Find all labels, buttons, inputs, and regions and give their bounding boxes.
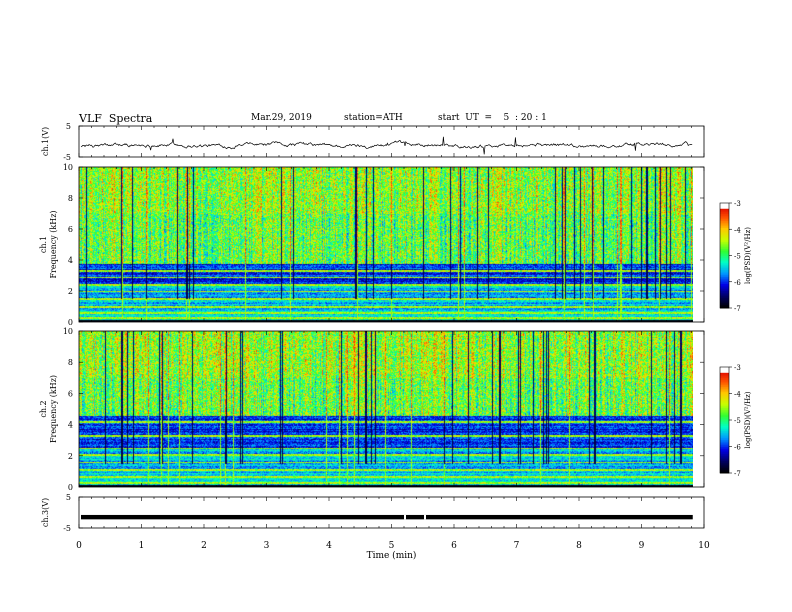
ch1-spectrogram-colorbar-tick: -4	[734, 226, 741, 234]
ch2-spectrogram-ylabel-channel: ch.2	[39, 400, 48, 417]
ch1-waveform-trace	[80, 136, 693, 155]
ch2-spectrogram-colorbar-tick: -7	[734, 470, 741, 478]
ch3-waveform-panel: 5 -5 ch.3(V)	[41, 493, 705, 533]
ch1-spectrogram-ylabel-freq: Frequency (kHz)	[49, 210, 58, 278]
ch1-spectrogram-image	[79, 167, 693, 322]
ch1-spectrogram-ytick: 6	[68, 225, 73, 234]
ch2-spectrogram-ylabel-freq: Frequency (kHz)	[49, 375, 58, 443]
ch2-spectrogram-image	[79, 331, 693, 487]
ch2-spectrogram-colorbar-label: log(PSD)(V²/Hz)	[744, 391, 752, 448]
ch2-spectrogram-colorbar-tick: -6	[734, 444, 741, 452]
ch2-spectrogram-ytick: 6	[68, 389, 73, 398]
ch1-spectrogram-colorbar-tick: -5	[734, 253, 741, 261]
x-tick-label: 10	[698, 541, 710, 551]
ch1-spectrogram-ylabel-channel: ch.1	[39, 236, 48, 253]
x-tick-label: 6	[451, 541, 457, 551]
x-tick-label: 4	[326, 541, 332, 551]
x-tick-label: 1	[139, 541, 145, 551]
ch1-waveform-ylabel: ch.1(V)	[41, 127, 50, 156]
x-tick-label: 3	[264, 541, 270, 551]
ch3-waveform-tick-top: 5	[66, 493, 71, 502]
ch2-spectrogram-ytick: 2	[68, 452, 73, 461]
ch2-spectrogram-ytick: 4	[68, 421, 73, 430]
ch2-spectrogram-ytick: 10	[63, 327, 73, 336]
ch1-waveform-tick-top: 5	[66, 122, 71, 131]
header-start-time: start UT = 5 : 20 : 1	[438, 113, 547, 123]
ch2-spectrogram-colorbar-tick: -5	[734, 417, 741, 425]
ch2-spectrogram-colorbar-tick: -4	[734, 391, 741, 399]
ch1-spectrogram-ytick: 10	[63, 163, 73, 172]
ch2-spectrogram-colorbar-tick: -3	[734, 364, 741, 372]
ch1-spectrogram-colorbar-label: log(PSD)(V²/Hz)	[744, 227, 752, 284]
ch1-spectrogram-colorbar-tick: -6	[734, 279, 741, 287]
ch1-waveform-tick-bottom: -5	[63, 153, 71, 162]
ch1-spectrogram-colorbar-tick: -7	[734, 305, 741, 313]
x-tick-label: 9	[639, 541, 645, 551]
time-axis: 0 1 2 3 4 5 6 7 8 9 10 Time (min)	[76, 541, 710, 561]
ch1-waveform-panel: 5 -5 ch.1(V)	[41, 122, 705, 162]
ch1-colorbar: -3 -4 -5 -6 -7 log(PSD)(V²/Hz)	[719, 200, 752, 313]
ch3-waveform-frame	[78, 496, 705, 529]
x-tick-label: 0	[76, 541, 82, 551]
ch2-spectrogram-panel: 0 2 4 6 8 10 ch.2 Frequency (kHz)	[39, 327, 705, 492]
ch2-spectrogram-ytick: 0	[68, 483, 73, 492]
ch2-spectrogram-ytick: 8	[68, 358, 73, 367]
ch3-waveform-ylabel: ch.3(V)	[41, 498, 50, 527]
x-tick-label: 2	[201, 541, 207, 551]
header-date: Mar.29, 2019	[251, 113, 312, 123]
ch1-spectrogram-ytick: 8	[68, 194, 73, 203]
header-station: station=ATH	[344, 113, 403, 123]
ch1-spectrogram-ytick: 2	[68, 287, 73, 296]
x-tick-label: 5	[389, 541, 395, 551]
x-axis-label: Time (min)	[367, 550, 417, 561]
x-tick-label: 7	[514, 541, 520, 551]
ch1-spectrogram-ytick: 4	[68, 256, 73, 265]
x-tick-label: 8	[576, 541, 582, 551]
ch3-waveform-tick-bottom: -5	[63, 524, 71, 533]
ch1-spectrogram-ytick: 0	[68, 318, 73, 327]
ch1-spectrogram-panel: 0 2 4 6 8 10 ch.1 Frequency (kHz)	[39, 163, 705, 327]
chart-title: VLF Spectra	[79, 112, 153, 125]
ch2-colorbar: -3 -4 -5 -6 -7 log(PSD)(V²/Hz)	[719, 364, 752, 478]
ch1-spectrogram-colorbar-tick: -3	[734, 200, 741, 208]
ch3-waveform-trace	[81, 514, 693, 520]
